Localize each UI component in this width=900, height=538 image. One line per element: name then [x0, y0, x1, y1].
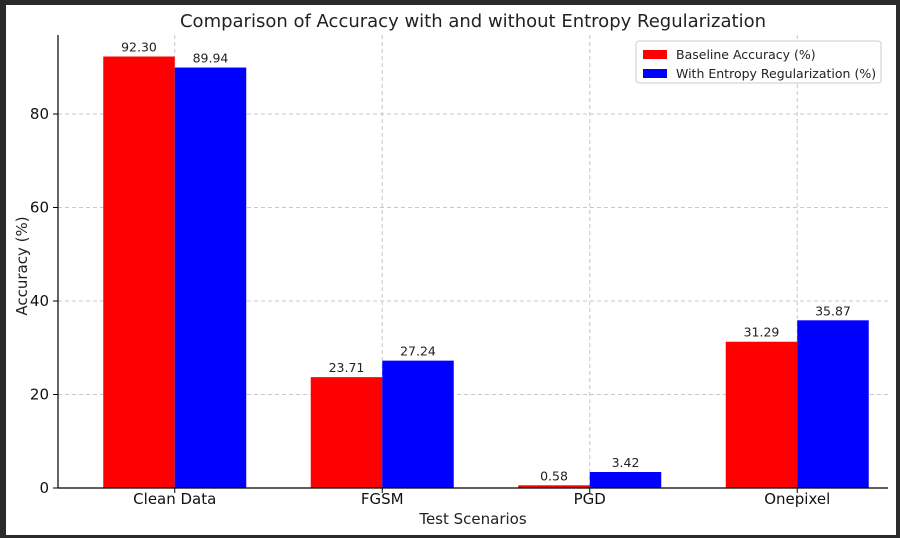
x-tick-label: Onepixel [764, 490, 830, 508]
x-tick-label: PGD [574, 490, 606, 508]
x-axis-label: Test Scenarios [418, 510, 527, 528]
bar [725, 341, 798, 488]
bar-value-label: 0.58 [540, 468, 568, 483]
chart-frame: Comparison of Accuracy with and without … [6, 5, 896, 535]
legend-label: With Entropy Regularization (%) [676, 66, 876, 81]
axes [57, 35, 888, 489]
bars-group [103, 56, 869, 489]
x-tick-label: FGSM [361, 490, 404, 508]
y-tick-label: 60 [30, 199, 49, 217]
bar-value-labels: 92.30 23.71 0.58 31.29 89.94 27.24 3.42 35.87 [121, 40, 851, 484]
bar-value-label: 92.30 [121, 40, 157, 55]
bar [103, 56, 175, 489]
legend-swatch [643, 50, 667, 59]
legend-label: Baseline Accuracy (%) [676, 47, 816, 62]
bar [518, 485, 590, 488]
legend-box [635, 40, 882, 84]
legend: Baseline Accuracy (%) With Entropy Regula… [635, 40, 882, 84]
bar [797, 320, 869, 488]
y-tick-label: 80 [30, 105, 49, 123]
y-axis-label: Accuracy (%) [13, 216, 31, 315]
chart-title: Comparison of Accuracy with and without … [180, 11, 766, 32]
x-tick-label: Clean Data [133, 490, 216, 508]
bar [174, 67, 247, 488]
legend-swatch [643, 69, 667, 78]
bar-chart: Comparison of Accuracy with and without … [13, 11, 888, 528]
tick-labels: 0 20 40 60 80 Clean Data FGSM PGD Onepixel [30, 105, 830, 508]
bar-value-label: 89.94 [193, 51, 229, 66]
bar [310, 377, 383, 488]
bar-value-label: 27.24 [400, 344, 436, 359]
bar [382, 360, 454, 488]
bar-value-label: 3.42 [612, 455, 640, 470]
y-tick-label: 0 [39, 479, 49, 497]
bar-value-label: 23.71 [329, 360, 365, 375]
bar [589, 472, 662, 488]
y-tick-label: 40 [30, 292, 49, 310]
bar-value-label: 35.87 [815, 303, 851, 318]
bar-value-label: 31.29 [744, 325, 780, 340]
y-tick-label: 20 [30, 386, 49, 404]
